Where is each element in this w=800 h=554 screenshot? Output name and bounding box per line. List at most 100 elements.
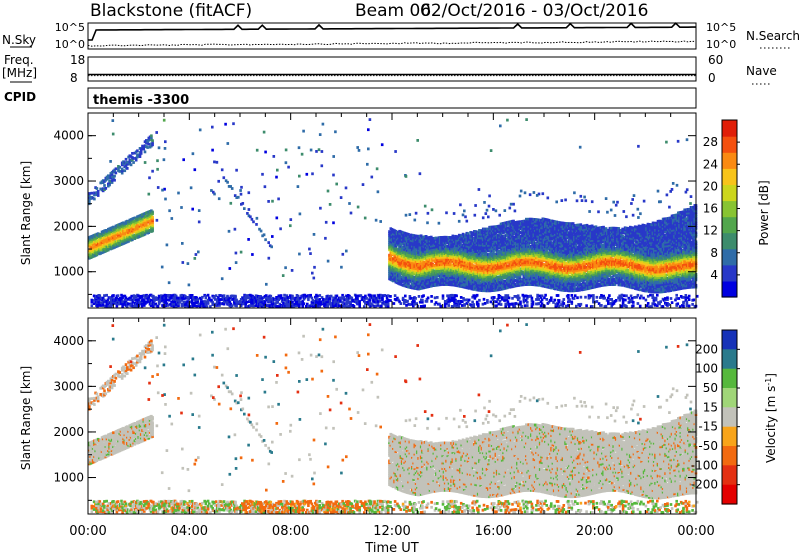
power-cell <box>509 202 513 206</box>
power-cell <box>88 194 91 197</box>
power-cell <box>151 215 154 219</box>
power-cell <box>114 167 118 171</box>
power-cell <box>475 293 479 297</box>
power-cell <box>500 278 504 282</box>
power-cell <box>513 248 517 252</box>
power-cell <box>487 236 490 240</box>
power-cell <box>666 298 669 301</box>
power-cell <box>474 284 477 288</box>
power-cell <box>483 278 486 282</box>
power-cell <box>654 296 658 300</box>
power-cell <box>90 300 94 304</box>
power-cell <box>151 227 154 231</box>
power-cell <box>523 304 527 308</box>
power-cell <box>189 186 193 190</box>
power-cell <box>540 294 544 298</box>
power-cell <box>163 147 167 150</box>
power-cell <box>447 297 450 300</box>
power-cell <box>483 269 486 273</box>
power-cell <box>455 275 458 278</box>
power-cell <box>395 232 399 236</box>
power-cell <box>138 155 142 158</box>
power-cell <box>415 302 418 305</box>
power-cell <box>455 256 458 260</box>
power-cell <box>433 276 437 280</box>
power-cell <box>190 294 194 297</box>
power-cell <box>433 245 437 249</box>
power-cell <box>646 302 650 305</box>
power-cell <box>508 227 512 231</box>
power-cell <box>513 224 517 228</box>
power-cell <box>414 281 418 285</box>
power-cell <box>240 185 243 189</box>
sky-panel-frame <box>87 22 697 50</box>
power-cell <box>460 281 463 285</box>
power-cell <box>111 296 114 299</box>
power-cell <box>483 302 487 305</box>
power-cell <box>293 298 297 302</box>
power-cell <box>147 142 151 146</box>
power-cell <box>374 218 378 222</box>
power-cell <box>311 305 315 308</box>
power-cell <box>433 254 437 258</box>
power-cell <box>489 251 493 254</box>
power-cell <box>88 192 91 195</box>
power-cell <box>480 231 484 234</box>
power-cell <box>513 223 517 226</box>
power-cell <box>277 298 281 301</box>
power-cell <box>509 234 513 238</box>
power-cell <box>460 236 463 239</box>
power-cell <box>414 252 418 256</box>
power-cell <box>452 238 456 242</box>
power-cell <box>455 294 458 298</box>
power-cell <box>298 300 301 304</box>
power-cell <box>433 302 437 306</box>
power-cell <box>494 232 498 236</box>
power-cell <box>633 296 636 299</box>
power-cell <box>312 276 316 280</box>
power-cell <box>398 271 401 275</box>
power-cell <box>417 274 420 278</box>
power-cell <box>505 302 509 306</box>
power-cell <box>204 303 208 306</box>
power-cell <box>184 294 187 298</box>
power-cell <box>419 268 423 272</box>
power-cell <box>301 305 304 309</box>
power-cell <box>235 304 238 308</box>
power-cell <box>188 305 192 308</box>
power-cell <box>607 296 610 300</box>
power-cell <box>117 235 120 239</box>
power-cell <box>196 298 200 301</box>
power-cell <box>513 252 517 255</box>
power-cell <box>230 187 234 190</box>
power-cell <box>161 296 164 299</box>
power-cell <box>466 261 470 265</box>
power-cell <box>424 235 428 238</box>
power-cell <box>150 136 153 140</box>
power-cell <box>627 296 631 300</box>
power-cell <box>471 251 475 255</box>
power-cell <box>234 261 238 264</box>
power-cell <box>417 247 420 251</box>
power-cell <box>433 251 437 255</box>
power-cell <box>95 253 99 257</box>
power-cell <box>506 300 510 304</box>
power-cell <box>332 298 335 302</box>
power-cell <box>471 264 475 267</box>
power-cell <box>513 241 517 244</box>
power-cell <box>514 302 518 305</box>
power-cell <box>156 186 160 189</box>
power-cell <box>269 294 273 298</box>
power-cell <box>412 235 415 239</box>
power-cell <box>229 185 232 188</box>
power-cell <box>433 258 437 262</box>
power-cell <box>170 296 173 300</box>
power-cell <box>464 235 467 239</box>
power-cell <box>443 279 447 283</box>
power-cell <box>426 221 429 225</box>
power-cell <box>513 235 517 239</box>
power-cell <box>103 294 106 297</box>
power-cell <box>492 276 495 280</box>
power-cell <box>490 263 494 267</box>
power-cell <box>340 265 343 269</box>
